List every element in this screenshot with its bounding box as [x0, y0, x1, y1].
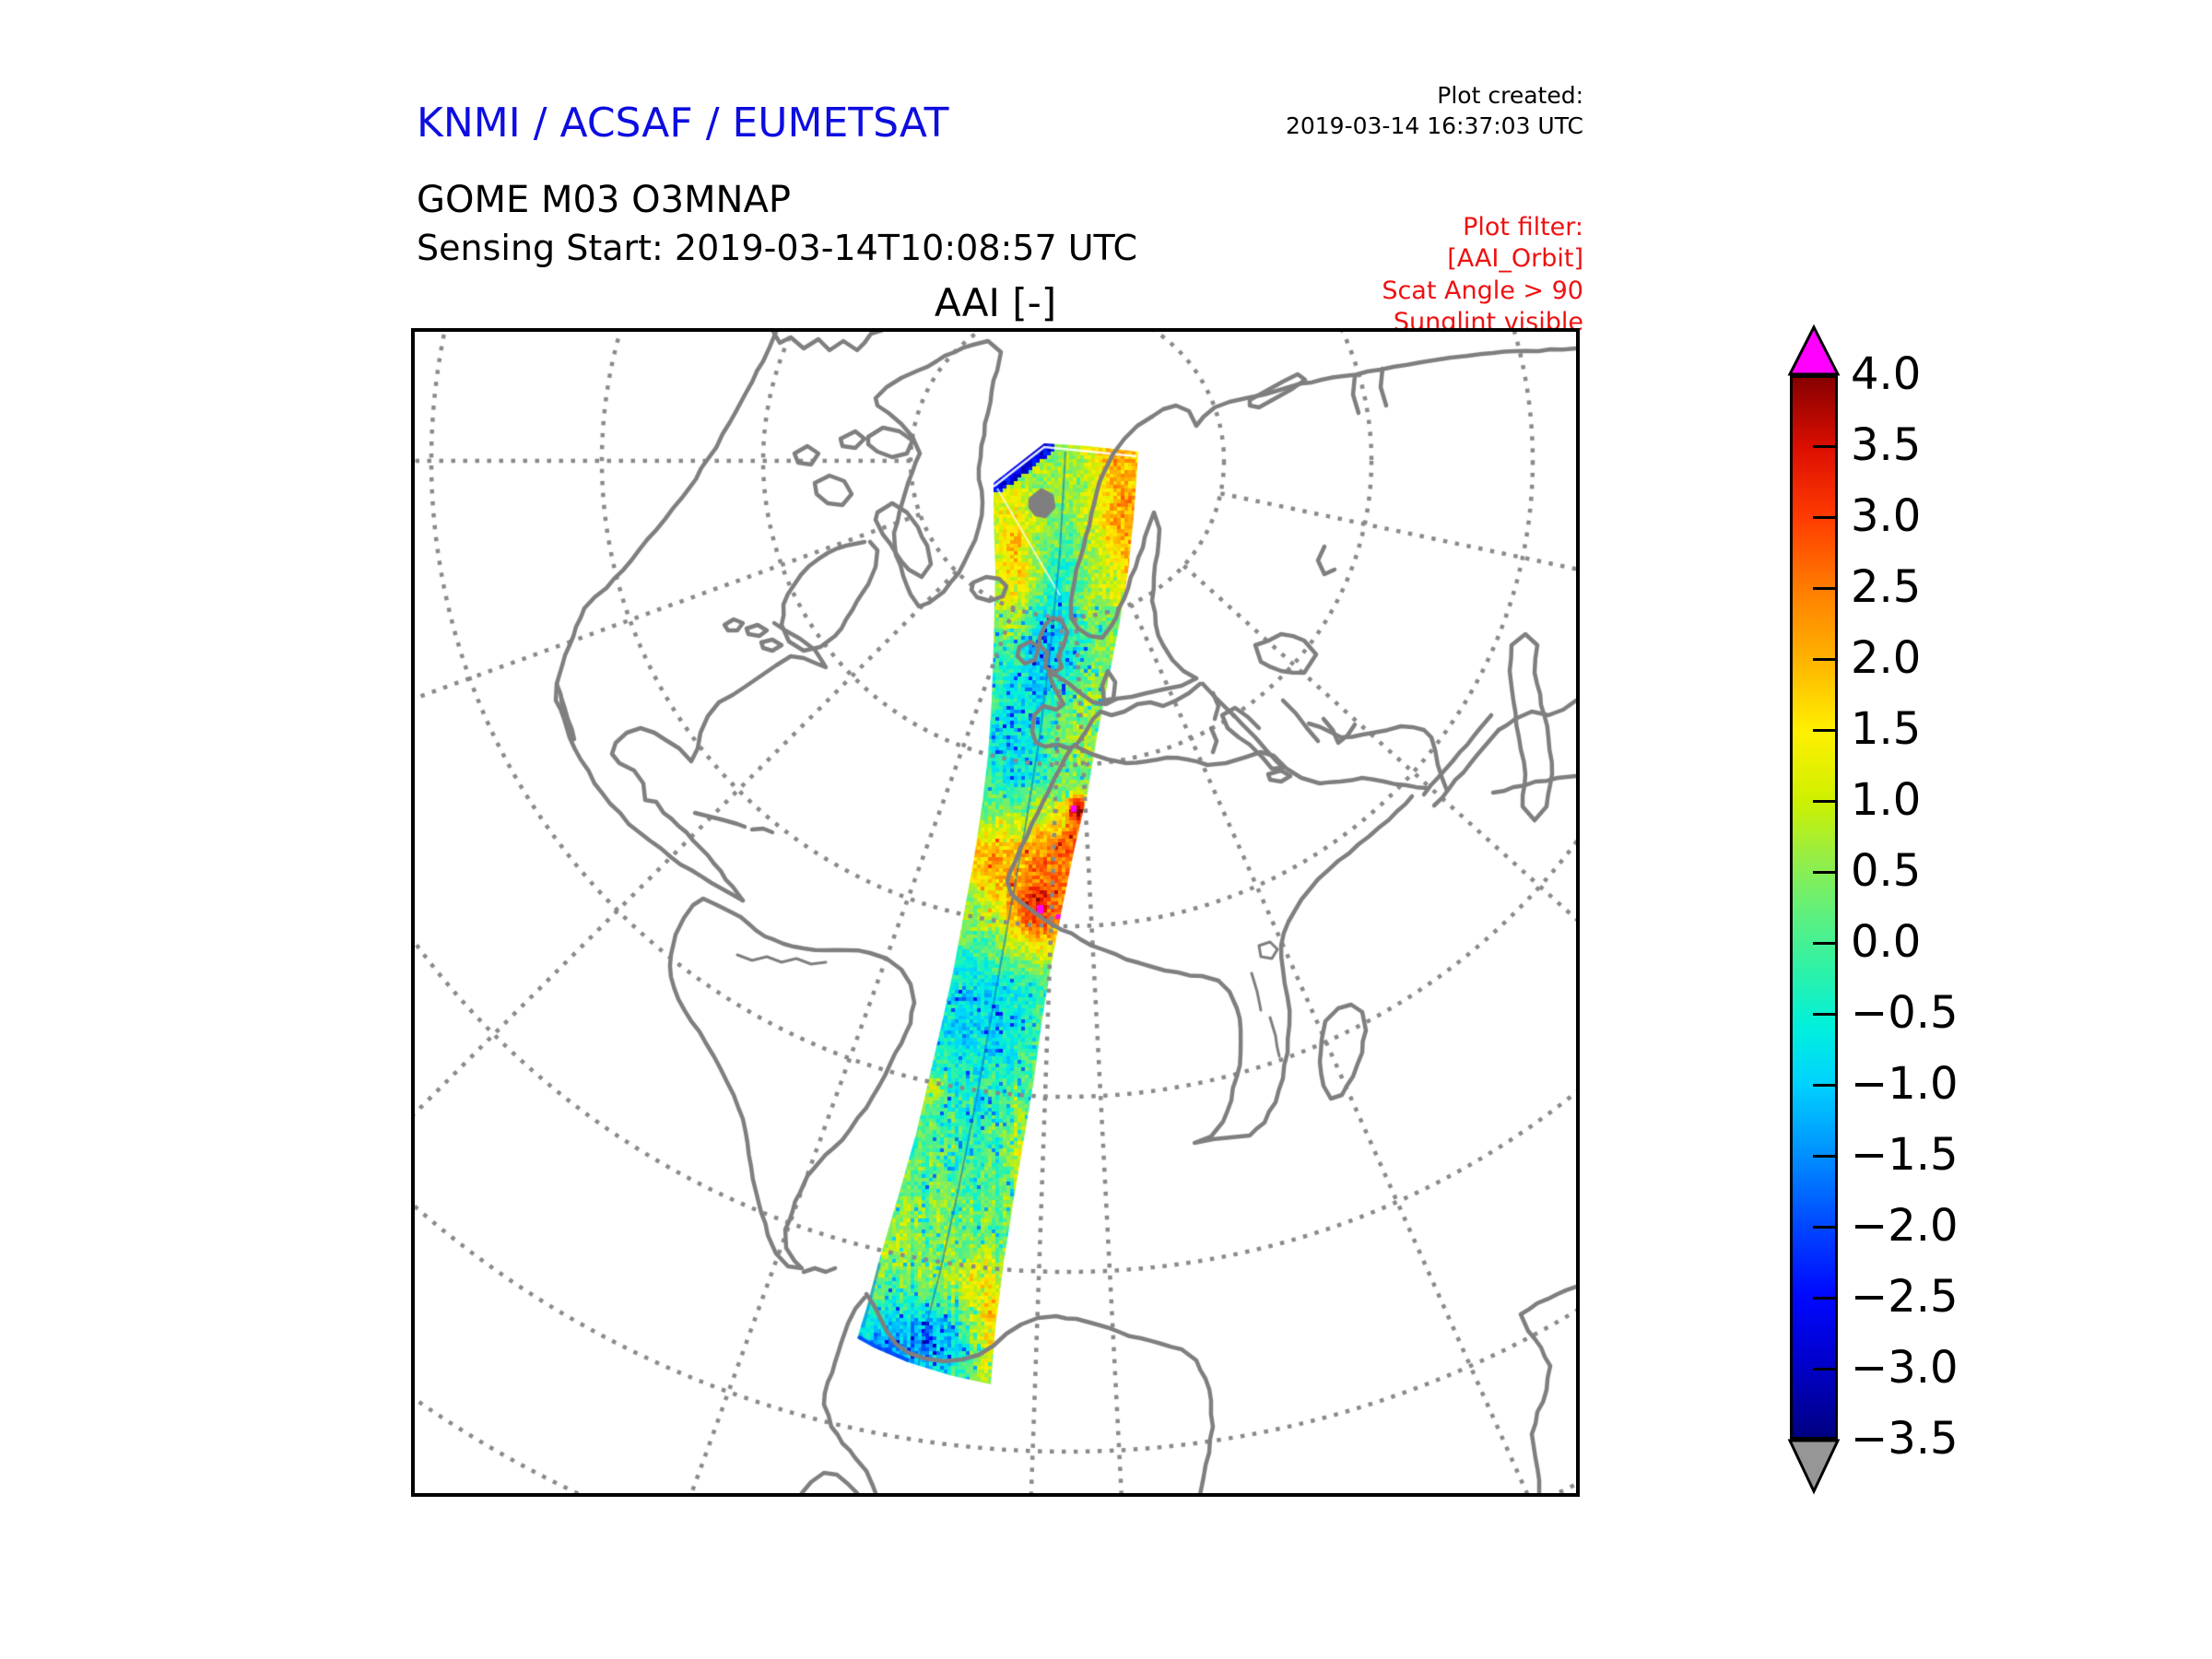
colorbar-tick-label: 2.5: [1851, 561, 1922, 613]
colorbar-tick-label: 0.5: [1851, 845, 1922, 897]
plot-filter-line: [AAI_Orbit]: [1447, 244, 1583, 274]
colorbar-tick-mark: [1813, 1155, 1835, 1158]
plot-filter-line: Scat Angle > 90: [1382, 276, 1583, 305]
colorbar-under-arrow: [1787, 1439, 1841, 1495]
plot-created-value: 2019-03-14 16:37:03 UTC: [1285, 112, 1583, 139]
colorbar-tick-label: −3.0: [1851, 1342, 1959, 1394]
colorbar-tick-mark: [1813, 942, 1835, 945]
map-title: AAI [-]: [934, 280, 1057, 325]
organization-title: KNMI / ACSAF / EUMETSAT: [417, 100, 949, 147]
colorbar-tick-mark: [1813, 1013, 1835, 1016]
plot-filter-line: Plot filter:: [1463, 213, 1583, 241]
plot-created-block: Plot created: 2019-03-14 16:37:03 UTC: [1286, 81, 1583, 141]
colorbar-tick-label: 4.0: [1851, 348, 1922, 400]
colorbar-tick-mark: [1813, 1297, 1835, 1300]
colorbar-tick-mark: [1813, 1226, 1835, 1229]
colorbar-tick-label: −2.5: [1851, 1271, 1959, 1323]
colorbar-over-arrow: [1787, 324, 1841, 376]
product-name: GOME M03 O3MNAP: [417, 179, 791, 221]
colorbar-gradient: [1790, 375, 1838, 1440]
colorbar-tick-label: −1.5: [1851, 1129, 1959, 1181]
colorbar-tick-mark: [1813, 1368, 1835, 1371]
colorbar-tick-label: 1.0: [1851, 774, 1922, 826]
colorbar-tick-mark: [1813, 1084, 1835, 1087]
colorbar-tick-label: 3.0: [1851, 490, 1922, 542]
colorbar-tick-mark: [1813, 374, 1835, 377]
plot-created-label: Plot created:: [1437, 82, 1583, 109]
colorbar-tick-label: 3.5: [1851, 419, 1922, 471]
colorbar-tick-label: −2.0: [1851, 1200, 1959, 1252]
colorbar-tick-mark: [1813, 800, 1835, 803]
colorbar-tick-mark: [1813, 658, 1835, 661]
colorbar-tick-label: −3.5: [1851, 1413, 1959, 1465]
map-canvas: [415, 332, 1576, 1493]
colorbar-tick-mark: [1813, 729, 1835, 732]
colorbar-tick-mark: [1813, 516, 1835, 519]
colorbar-tick-label: −0.5: [1851, 987, 1959, 1039]
colorbar-tick-label: −1.0: [1851, 1058, 1959, 1110]
colorbar-tick-label: 1.5: [1851, 703, 1922, 755]
colorbar-tick-mark: [1813, 1439, 1835, 1441]
sensing-start-line: Sensing Start: 2019-03-14T10:08:57 UTC: [417, 228, 1138, 268]
colorbar-tick-mark: [1813, 587, 1835, 590]
colorbar-tick-mark: [1813, 871, 1835, 874]
colorbar-tick-label: 2.0: [1851, 632, 1922, 684]
colorbar-tick-label: 0.0: [1851, 916, 1922, 968]
colorbar-tick-mark: [1813, 445, 1835, 448]
